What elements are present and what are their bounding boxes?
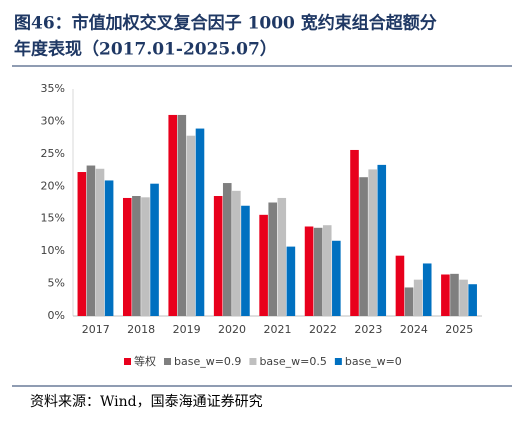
x-tick-label: 2017	[82, 323, 110, 336]
y-tick-label: 35%	[41, 82, 65, 95]
bar	[468, 284, 477, 316]
title-line1: 图46：市值加权交叉复合因子 1000 宽约束组合超额分	[14, 13, 437, 34]
bar	[132, 196, 141, 316]
legend-label: 等权	[134, 354, 156, 368]
bar	[268, 202, 277, 316]
bar	[304, 226, 314, 316]
x-tick-label: 2018	[127, 323, 155, 336]
bar	[168, 114, 178, 316]
bar	[232, 190, 241, 316]
legend-label: base_w=0	[345, 355, 402, 368]
legend-label: base_w=0.5	[259, 355, 326, 368]
x-tick-label: 2021	[264, 323, 292, 336]
bar	[241, 205, 250, 316]
bar	[286, 246, 296, 316]
x-tick-label: 2022	[309, 323, 337, 336]
x-tick-label: 2020	[218, 323, 246, 336]
bar	[122, 197, 132, 316]
legend-swatch	[334, 358, 342, 365]
bar	[141, 197, 150, 316]
bar	[213, 196, 223, 316]
x-tick-label: 2025	[445, 323, 473, 336]
bar	[413, 279, 423, 316]
y-tick-label: 0%	[48, 309, 65, 322]
x-tick-label: 2024	[400, 323, 428, 336]
bar	[395, 255, 405, 316]
bar	[441, 274, 450, 316]
bar	[359, 177, 368, 316]
y-tick-label: 5%	[48, 277, 65, 290]
bar	[104, 180, 114, 316]
title-line2: 年度表现（2017.01-2025.07）	[14, 39, 277, 60]
bar	[377, 164, 387, 316]
bar	[150, 183, 159, 316]
y-tick-label: 25%	[41, 147, 65, 160]
legend-label: base_w=0.9	[174, 355, 241, 368]
bar	[259, 214, 268, 316]
bar	[459, 279, 468, 316]
bar	[177, 114, 187, 316]
bar	[77, 172, 87, 316]
bar	[332, 240, 341, 316]
bar	[313, 227, 323, 316]
bar	[350, 149, 359, 316]
legend-swatch	[164, 358, 171, 365]
bar	[95, 168, 105, 316]
x-tick-label: 2019	[173, 323, 201, 336]
bar	[450, 273, 459, 316]
bar	[186, 135, 196, 316]
bar	[404, 287, 414, 316]
y-tick-label: 20%	[41, 179, 65, 192]
y-tick-label: 15%	[41, 212, 65, 225]
bar	[422, 263, 432, 316]
source: 资料来源：Wind，国泰海通证券研究	[30, 394, 263, 410]
bar	[195, 128, 205, 316]
bar	[368, 169, 377, 316]
bar	[86, 165, 96, 316]
x-tick-label: 2023	[354, 323, 382, 336]
bar	[222, 183, 232, 316]
legend-swatch	[124, 358, 131, 365]
legend-swatch	[249, 358, 257, 365]
y-tick-label: 30%	[41, 114, 65, 127]
bar	[322, 225, 332, 316]
bar	[277, 197, 287, 316]
y-tick-label: 10%	[41, 244, 65, 257]
